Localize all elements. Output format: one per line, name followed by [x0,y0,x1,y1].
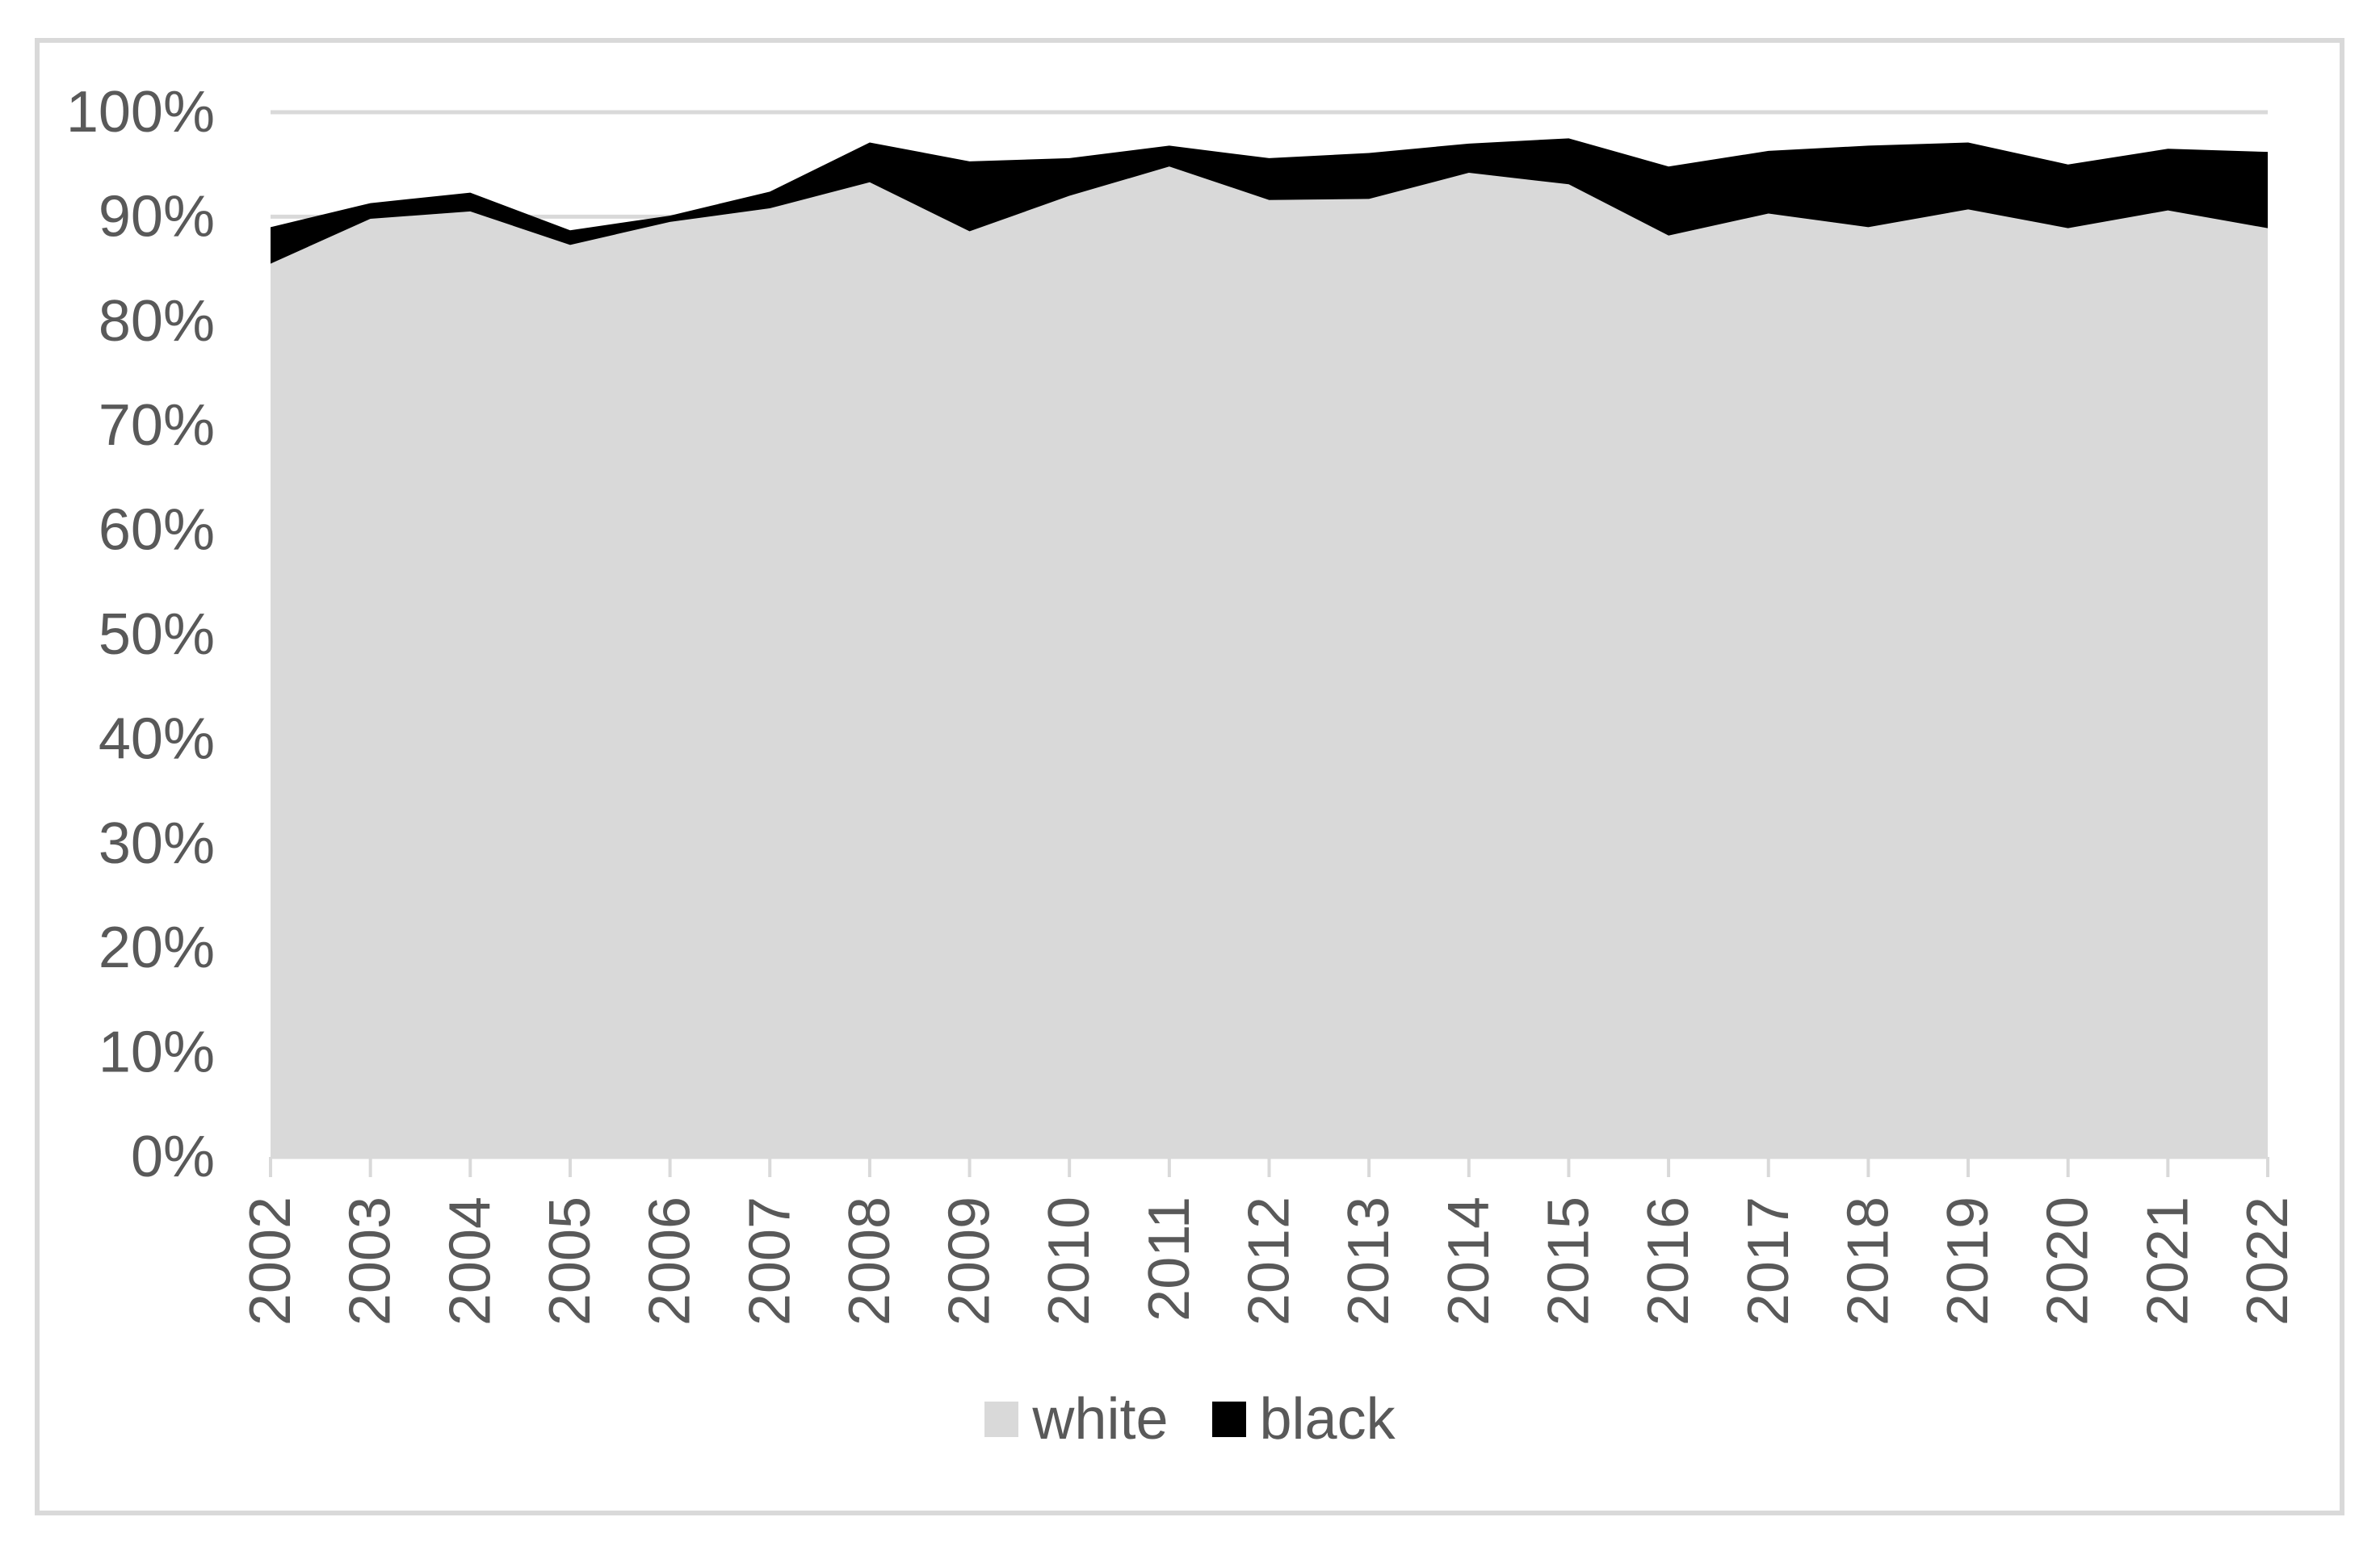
x-tick-label: 2019 [1936,1196,2000,1326]
x-tick-label: 2021 [2135,1196,2200,1326]
x-tick-label: 2017 [1736,1196,1801,1326]
y-tick-label: 0% [131,1125,215,1189]
x-tick-label: 2011 [1137,1196,1202,1322]
legend-swatch-white-icon [984,1402,1019,1437]
legend: white black [0,1382,2380,1456]
x-tick-label: 2006 [638,1196,703,1326]
x-tick-label: 2004 [438,1196,502,1326]
x-tick-label: 2022 [2235,1196,2300,1326]
y-tick-label: 40% [99,706,215,771]
x-tick-label: 2016 [1636,1196,1701,1326]
x-tick-label: 2005 [538,1196,602,1326]
x-tick-label: 2010 [1037,1196,1102,1326]
x-tick-label: 2018 [1836,1196,1900,1326]
x-tick-label: 2007 [737,1196,802,1326]
y-tick-label: 80% [99,289,215,354]
x-tick-label: 2008 [837,1196,902,1326]
legend-item-white: white [984,1387,1169,1452]
legend-item-black: black [1211,1387,1396,1452]
y-tick-label: 10% [99,1020,215,1085]
y-tick-label: 60% [99,498,215,563]
x-tick-label: 2013 [1337,1196,1401,1326]
x-tick-label: 2014 [1437,1196,1501,1326]
area-series-white [271,166,2268,1158]
x-tick-label: 2012 [1237,1196,1302,1326]
legend-label-white: white [1032,1387,1169,1452]
x-tick-label: 2020 [2036,1196,2101,1326]
y-tick-label: 90% [99,184,215,249]
y-tick-label: 20% [99,916,215,980]
y-tick-label: 30% [99,811,215,876]
area-series-black [271,138,2268,264]
legend-label-black: black [1259,1387,1396,1452]
figure-border [35,38,2344,1515]
y-tick-label: 100% [66,80,215,145]
x-tick-label: 2015 [1536,1196,1601,1326]
x-tick-label: 2002 [238,1196,303,1326]
y-tick-label: 70% [99,393,215,458]
y-tick-label: 50% [99,602,215,667]
x-tick-label: 2003 [338,1196,403,1326]
x-tick-label: 2009 [938,1196,1002,1326]
legend-swatch-black-icon [1211,1402,1246,1437]
